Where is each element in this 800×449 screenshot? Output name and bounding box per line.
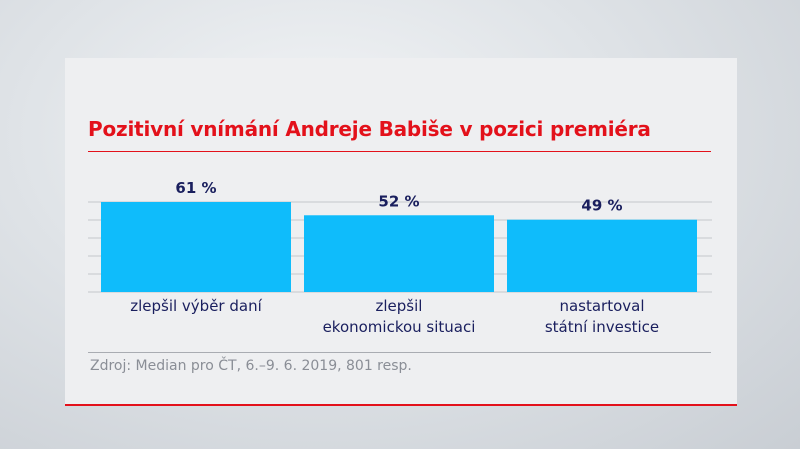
data-label: 61 % — [175, 179, 216, 197]
source-note: Zdroj: Median pro ČT, 6.–9. 6. 2019, 801… — [90, 358, 412, 374]
category-label: zlepšil výběr daní — [130, 297, 262, 315]
data-label: 49 % — [581, 197, 622, 215]
bottom-red-line — [65, 404, 737, 406]
chart-title: Pozitivní vnímání Andreje Babiše v pozic… — [88, 117, 651, 141]
source-divider — [88, 352, 711, 353]
title-divider — [88, 151, 711, 152]
bar — [304, 215, 494, 292]
bar — [101, 202, 291, 292]
category-label: státní investice — [545, 318, 659, 336]
category-label: zlepšil — [376, 297, 423, 315]
bar — [507, 219, 697, 292]
category-label: ekonomickou situaci — [323, 318, 476, 336]
data-label: 52 % — [378, 192, 419, 210]
category-label: nastartoval — [559, 297, 644, 315]
